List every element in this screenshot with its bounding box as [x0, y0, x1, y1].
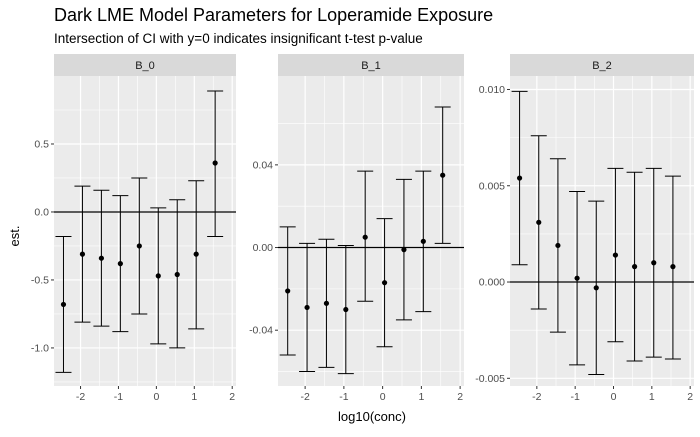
data-point [631, 264, 638, 270]
errorbar [337, 244, 354, 375]
data-point [362, 234, 368, 240]
y-tick-label: -0.005 [475, 373, 505, 385]
facet-strip [278, 54, 464, 76]
x-tick-label: 2 [457, 391, 463, 403]
errorbar [74, 185, 91, 323]
y-tick-label: 0.005 [479, 180, 505, 192]
y-tick-label: 0.000 [479, 277, 505, 289]
y-tick-label: 0.04 [253, 159, 274, 171]
errorbar [645, 167, 662, 358]
y-tick-label: -0.5 [31, 274, 49, 286]
data-point [136, 243, 142, 249]
y-tick-label: 0.010 [479, 84, 505, 96]
panel-background [278, 76, 464, 386]
data-point [304, 304, 310, 311]
errorbar [207, 90, 224, 237]
facet-panel-b-1: B_1 -2 -1 0 1 2 -0.04 0.00 0.04 [249, 54, 464, 403]
errorbar [376, 218, 393, 348]
data-point [651, 260, 657, 266]
data-point [174, 271, 180, 278]
panel-background [510, 76, 694, 386]
data-point [79, 251, 86, 257]
facet-panel-b-2: B_2 -2 -1 0 1 2 -0.005 0.000 0.005 0.010 [475, 54, 694, 403]
x-tick-label: 0 [611, 391, 617, 403]
data-point [593, 285, 599, 291]
y-tick-label: 0.00 [253, 242, 274, 254]
data-point [401, 247, 407, 253]
errorbar [169, 199, 186, 349]
facet-strip [510, 54, 694, 76]
y-tick-label: 0.0 [34, 206, 49, 218]
errorbar [530, 135, 547, 310]
x-tick-label: 2 [687, 391, 693, 403]
data-point [536, 219, 542, 225]
data-point [555, 242, 561, 249]
errorbar [150, 207, 167, 345]
data-point [343, 306, 349, 313]
errorbar [549, 158, 566, 333]
data-point [98, 255, 104, 261]
errorbar [588, 200, 605, 375]
errorbar [415, 170, 432, 313]
errorbar [434, 106, 451, 244]
x-tick-label: -1 [114, 391, 123, 403]
data-point [193, 251, 199, 257]
errorbar [511, 90, 528, 266]
errorbar [626, 171, 643, 362]
x-tick-label: 1 [418, 391, 424, 403]
x-tick-label: 1 [191, 391, 197, 403]
errorbar [188, 180, 205, 330]
x-tick-label: 0 [380, 391, 386, 403]
errorbar [112, 195, 129, 333]
errorbar [357, 170, 374, 302]
errorbar [318, 238, 335, 368]
y-tick-label: -1.0 [31, 342, 49, 354]
data-point [670, 264, 676, 270]
facet-strip-label: B_2 [592, 60, 612, 72]
data-point [117, 261, 123, 267]
facet-strip [54, 54, 236, 76]
errorbar [569, 191, 586, 366]
errorbar [607, 167, 624, 343]
errorbar [299, 242, 316, 373]
data-point [155, 273, 161, 279]
data-point [420, 238, 426, 244]
data-point [440, 172, 446, 178]
errorbar [131, 177, 148, 315]
y-axis-title: est. [7, 226, 22, 247]
chart-title: Dark LME Model Parameters for Loperamide… [54, 5, 493, 25]
x-tick-label: 0 [153, 391, 159, 403]
data-point [60, 301, 67, 308]
chart-subtitle: Intersection of CI with y=0 indicates in… [54, 31, 423, 46]
data-point [285, 288, 291, 294]
data-point [612, 252, 619, 258]
x-tick-label: -1 [339, 391, 348, 403]
y-tick-label: -0.04 [249, 325, 273, 337]
errorbar [93, 189, 110, 327]
data-point [381, 280, 388, 286]
facet-strip-label: B_0 [135, 60, 155, 72]
errorbar [279, 226, 296, 356]
x-tick-label: -2 [76, 391, 85, 403]
errorbar [664, 175, 681, 360]
x-tick-label: -2 [300, 391, 309, 403]
data-point [516, 175, 523, 181]
data-point [323, 300, 330, 306]
errorbar [55, 235, 72, 373]
facet-panels: B_0 -2 -1 0 1 2 -1.0 -0.5 0.0 0.5 B_1 -2 -1 0 1 2 -0.04 0… [31, 54, 694, 403]
x-tick-label: -1 [570, 391, 579, 403]
x-tick-label: 1 [649, 391, 655, 403]
facet-strip-label: B_1 [361, 60, 381, 72]
x-tick-label: -2 [532, 391, 541, 403]
y-tick-label: 0.5 [34, 138, 49, 150]
data-point [212, 160, 218, 166]
errorbar [395, 178, 412, 321]
facet-panel-b-0: B_0 -2 -1 0 1 2 -1.0 -0.5 0.0 0.5 [31, 54, 236, 403]
x-tick-label: 2 [229, 391, 235, 403]
panel-background [54, 76, 236, 386]
data-point [574, 275, 580, 281]
x-axis-title: log10(conc) [338, 409, 406, 424]
